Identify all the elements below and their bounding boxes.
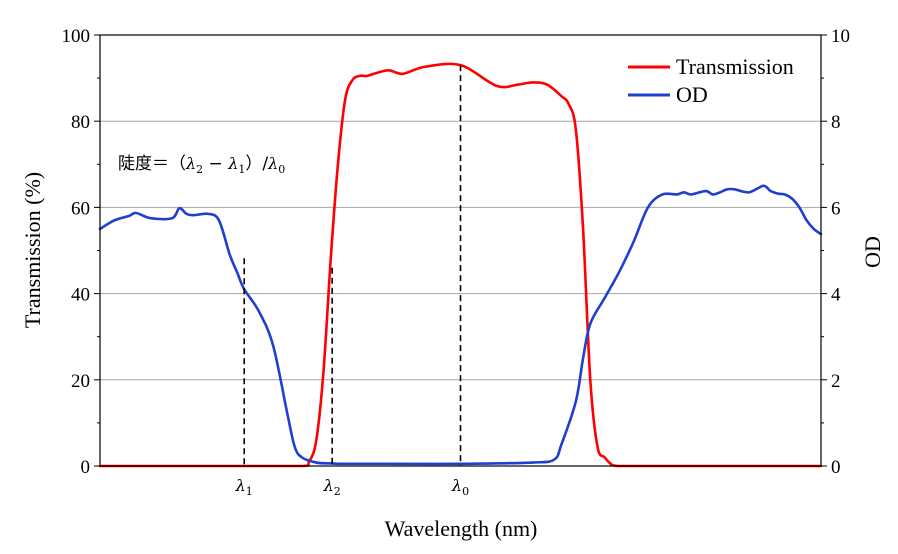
steepness-formula: 陡度＝（λ2 − λ1）/λ0 bbox=[118, 154, 285, 176]
legend: Transmission OD bbox=[628, 54, 794, 107]
right-axis-ticks: 0 2 4 6 8 10 bbox=[821, 26, 850, 478]
left-tick-label-0: 0 bbox=[81, 457, 91, 478]
left-tick-label-60: 60 bbox=[71, 198, 90, 219]
right-tick-label-6: 6 bbox=[831, 198, 841, 219]
y2-axis-label: OD bbox=[860, 236, 885, 268]
lambda-guides bbox=[243, 65, 462, 466]
x-axis-label: Wavelength (nm) bbox=[385, 516, 538, 541]
left-tick-label-100: 100 bbox=[62, 26, 91, 47]
right-tick-label-8: 8 bbox=[831, 112, 841, 133]
left-tick-label-40: 40 bbox=[71, 285, 90, 306]
right-tick-label-0: 0 bbox=[831, 457, 841, 478]
right-tick-label-4: 4 bbox=[831, 285, 841, 306]
right-tick-label-2: 2 bbox=[831, 371, 841, 392]
y-axis-label: Transmission (%) bbox=[20, 172, 45, 328]
legend-label-transmission: Transmission bbox=[676, 54, 794, 79]
right-tick-label-10: 10 bbox=[831, 26, 850, 47]
lambda-labels: λ1 λ2 λ0 bbox=[235, 476, 469, 498]
lambda1-label: λ1 bbox=[235, 476, 253, 498]
lambda2-label: λ2 bbox=[323, 476, 341, 498]
left-tick-label-20: 20 bbox=[71, 371, 90, 392]
legend-label-od: OD bbox=[676, 82, 708, 107]
lambda0-label: λ0 bbox=[451, 476, 469, 498]
series-line-od bbox=[98, 184, 823, 466]
left-tick-label-80: 80 bbox=[71, 112, 90, 133]
left-axis-ticks: 0 20 40 60 80 100 bbox=[62, 26, 100, 478]
